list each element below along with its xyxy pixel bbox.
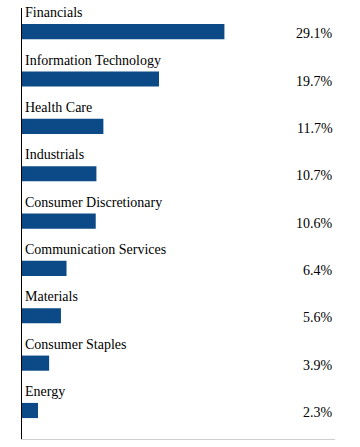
svg-text:19.7%: 19.7%	[296, 74, 333, 89]
svg-text:Materials: Materials	[25, 289, 78, 304]
svg-text:10.7%: 10.7%	[296, 168, 333, 183]
svg-text:11.7%: 11.7%	[297, 121, 333, 136]
svg-text:Information Technology: Information Technology	[25, 53, 161, 68]
svg-text:Energy: Energy	[25, 384, 65, 399]
svg-text:2.3%: 2.3%	[303, 405, 333, 420]
svg-text:Financials: Financials	[25, 5, 83, 20]
svg-text:Communication Services: Communication Services	[25, 242, 166, 257]
svg-text:29.1%: 29.1%	[296, 26, 333, 41]
svg-text:6.4%: 6.4%	[303, 263, 333, 278]
svg-text:3.9%: 3.9%	[303, 358, 333, 373]
svg-text:Health Care: Health Care	[25, 100, 92, 115]
svg-text:Consumer Staples: Consumer Staples	[25, 337, 127, 352]
svg-text:5.6%: 5.6%	[303, 310, 333, 325]
svg-text:10.6%: 10.6%	[296, 216, 333, 231]
svg-text:Industrials: Industrials	[25, 147, 84, 162]
svg-text:Consumer Discretionary: Consumer Discretionary	[25, 195, 162, 210]
